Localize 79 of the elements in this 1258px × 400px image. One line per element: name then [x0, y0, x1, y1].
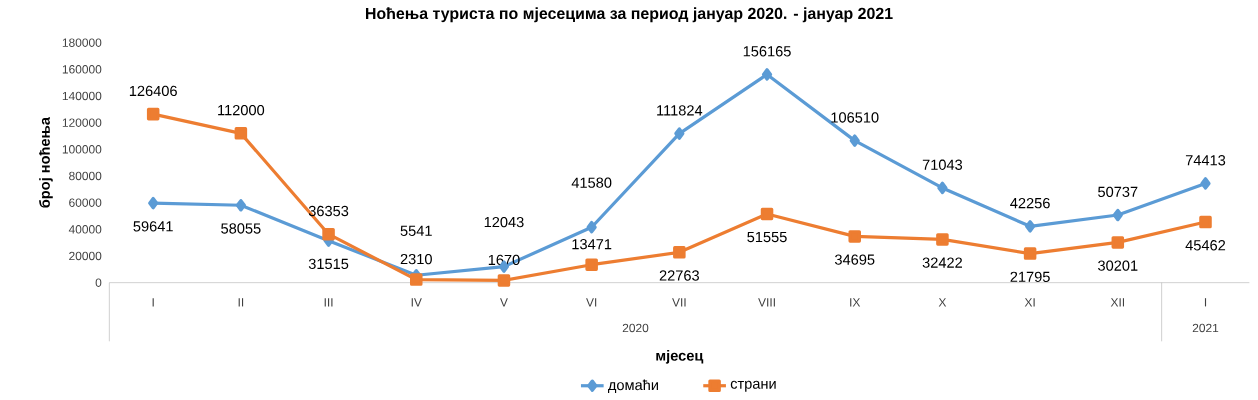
- data-label: 42256: [1010, 197, 1050, 209]
- point: [936, 233, 949, 246]
- data-label: 156165: [743, 46, 791, 57]
- point: [148, 196, 159, 210]
- data-label: 58055: [221, 223, 261, 234]
- point: [673, 246, 686, 259]
- text: 2020: [622, 323, 649, 333]
- data-label: 51555: [747, 231, 787, 243]
- point: [1023, 247, 1037, 260]
- x-tick-label: I: [152, 298, 154, 307]
- point: [848, 230, 861, 243]
- data-label: 41580: [571, 177, 612, 188]
- data-label: 5541: [400, 225, 432, 236]
- x-axis-title: мјесец: [656, 350, 704, 364]
- point: [674, 127, 685, 140]
- y-tick-label: 80000: [69, 171, 102, 181]
- point: [1025, 220, 1036, 233]
- point: [1199, 215, 1212, 229]
- data-label: 36353: [308, 205, 349, 217]
- y-tick-label: 120000: [62, 118, 102, 127]
- point: [1111, 236, 1125, 249]
- legend-label: домаћи: [608, 379, 658, 393]
- data-label: 74413: [1185, 155, 1226, 166]
- point: [586, 220, 597, 234]
- data-label: 112000: [218, 104, 265, 116]
- x-tick-label: III: [324, 298, 333, 307]
- point: [235, 198, 246, 212]
- x-tick-label: I: [1204, 298, 1207, 307]
- x-tick-label: X: [938, 298, 947, 307]
- x-tick-label: VI: [586, 298, 597, 307]
- y-tick-label: 40000: [68, 225, 102, 234]
- data-label: 1670: [488, 254, 520, 266]
- data-label: 13471: [572, 239, 612, 250]
- point: [937, 181, 948, 195]
- point: [760, 207, 774, 221]
- y-tick-label: 0: [95, 278, 102, 287]
- y-tick-label: 160000: [62, 65, 102, 74]
- y-tick-label: 140000: [62, 91, 102, 101]
- data-label: 111824: [657, 105, 703, 116]
- point: [761, 68, 773, 81]
- point: [497, 274, 511, 287]
- data-label: 106510: [831, 112, 879, 123]
- point: [1200, 177, 1211, 190]
- y-tick-label: 100000: [62, 145, 102, 154]
- y-tick-label: 60000: [69, 198, 102, 207]
- data-label: 126406: [129, 85, 177, 97]
- data-label: 30201: [1098, 260, 1138, 271]
- data-label: 32422: [922, 257, 962, 268]
- x-tick-label: IX: [850, 298, 861, 307]
- x-tick-label: XI: [1024, 298, 1035, 307]
- legend-label: страни: [730, 380, 776, 392]
- x-tick-label: V: [500, 298, 508, 307]
- y-axis-title: број ноћења: [39, 117, 53, 208]
- data-label: 50737: [1098, 186, 1138, 197]
- data-label: 12043: [484, 216, 524, 228]
- y-tick-label: 180000: [62, 38, 102, 47]
- x-tick-label: VIII: [758, 298, 775, 307]
- x-tick-label: IV: [411, 298, 422, 307]
- x-tick-label: XII: [1110, 298, 1125, 307]
- data-label: 59641: [133, 221, 173, 232]
- chart-title: Ноћења туриста по мјесецима за период јануар 2020. - јануар 2021: [366, 7, 893, 23]
- data-label: 45462: [1185, 240, 1226, 251]
- data-label: 71043: [922, 159, 963, 170]
- x-tick-label: II: [238, 298, 244, 307]
- data-label: 2310: [400, 253, 432, 265]
- point: [146, 107, 160, 121]
- point: [234, 127, 248, 140]
- data-label: 34695: [834, 254, 875, 265]
- data-label: 31515: [308, 258, 349, 270]
- data-label: 21795: [1010, 271, 1050, 282]
- y-tick-label: 20000: [69, 251, 102, 261]
- data-label: 22763: [659, 270, 699, 281]
- point: [1112, 208, 1123, 222]
- x-tick-label: VII: [672, 298, 686, 307]
- point: [585, 258, 598, 271]
- text: 2021: [1192, 323, 1219, 333]
- point: [409, 273, 423, 286]
- point: [322, 227, 335, 241]
- point: [849, 134, 860, 147]
